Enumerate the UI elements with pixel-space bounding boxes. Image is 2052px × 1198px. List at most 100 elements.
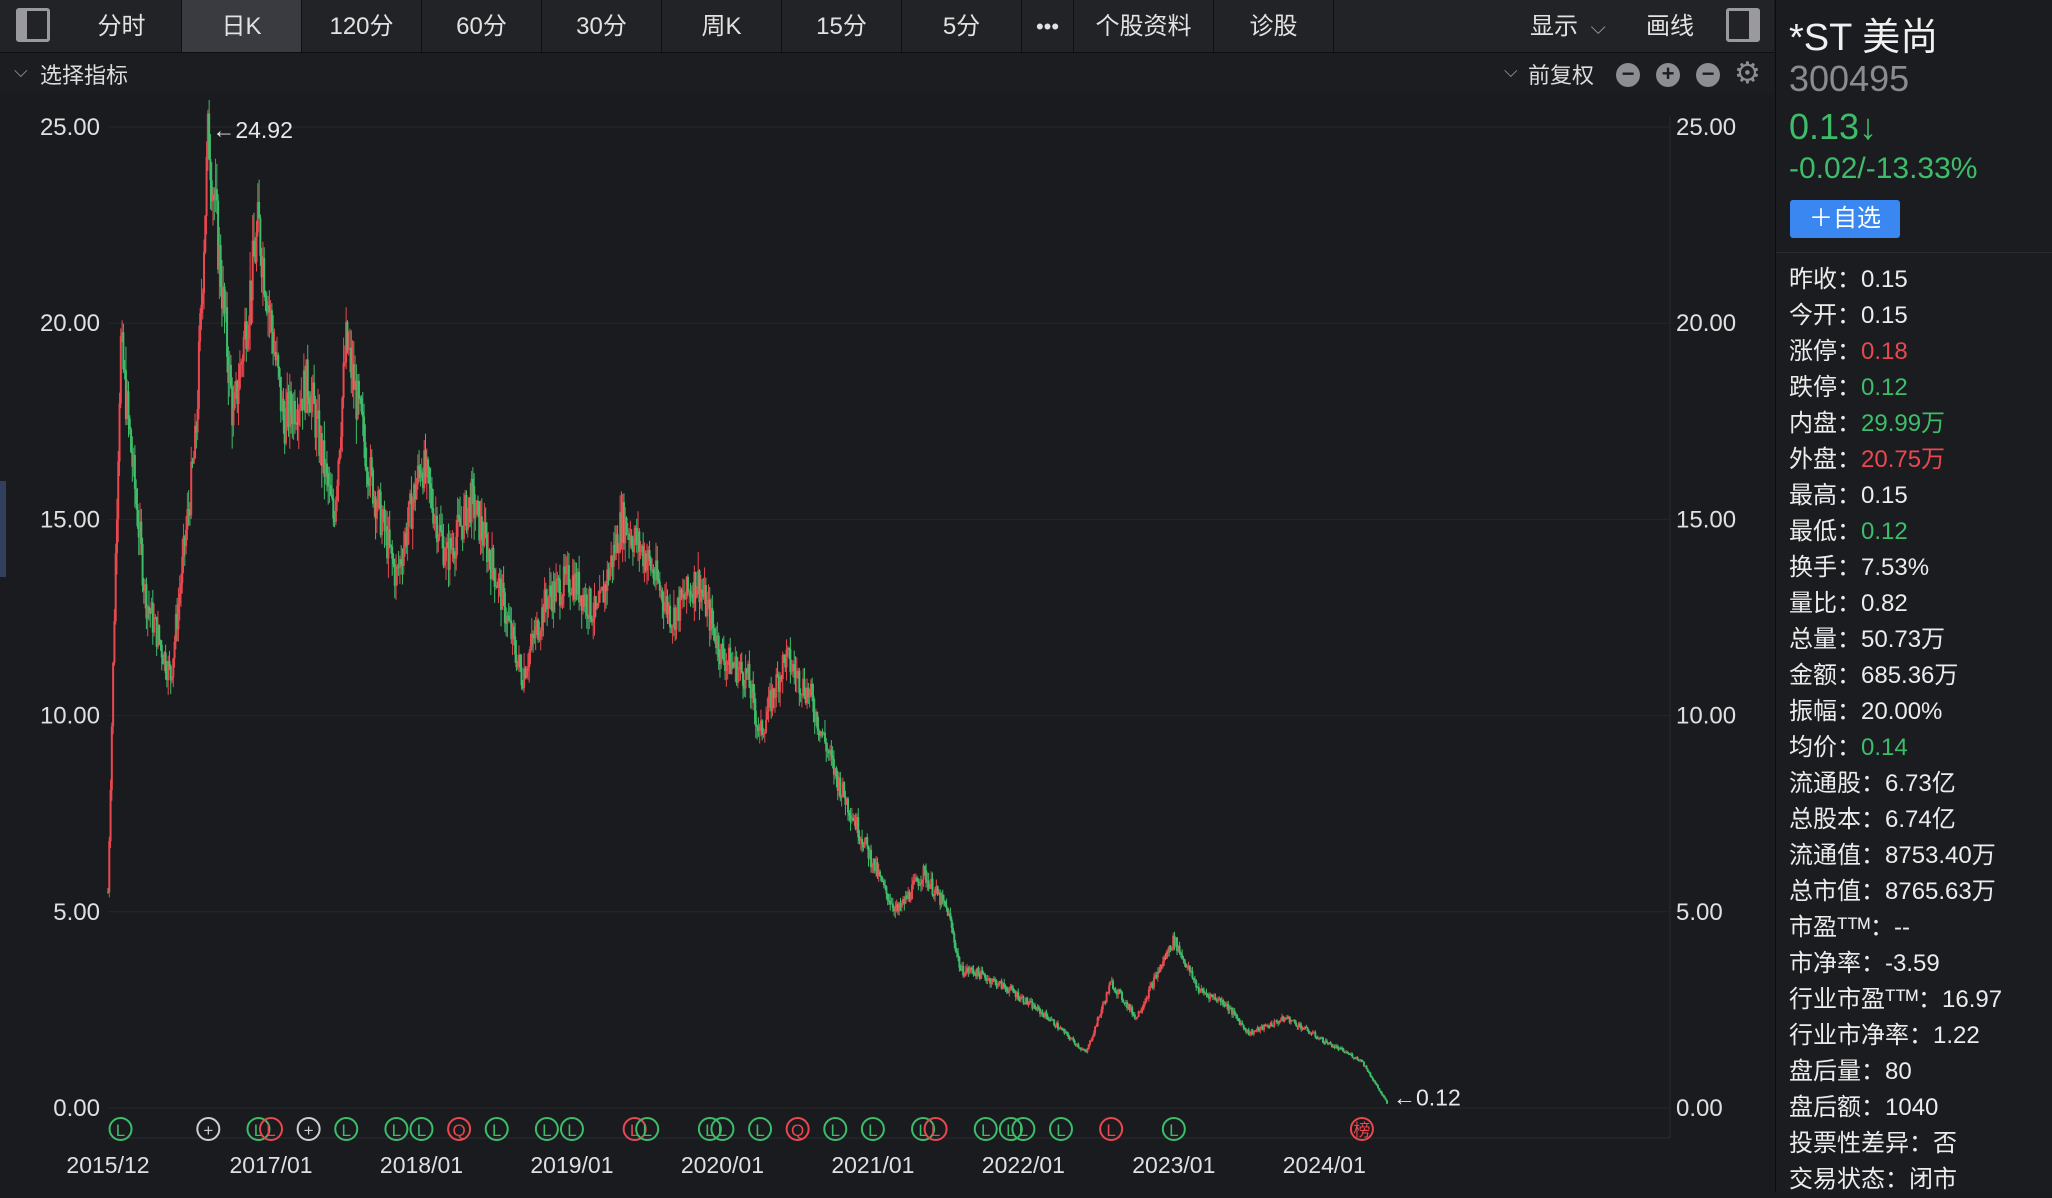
- tab-5min[interactable]: 5分: [902, 0, 1022, 52]
- candle-body[interactable]: [999, 981, 1002, 983]
- candle-body[interactable]: [876, 862, 879, 876]
- candle-body[interactable]: [341, 397, 344, 437]
- candle-body[interactable]: [1256, 1027, 1259, 1031]
- candle-body[interactable]: [667, 605, 670, 615]
- candle-body[interactable]: [406, 527, 409, 546]
- candle-body[interactable]: [1004, 986, 1007, 988]
- candle-body[interactable]: [661, 590, 664, 603]
- candle-body[interactable]: [1304, 1026, 1307, 1030]
- candle-body[interactable]: [1374, 1081, 1377, 1084]
- candle-body[interactable]: [945, 905, 948, 908]
- candle-body[interactable]: [368, 484, 371, 486]
- candle-body[interactable]: [629, 535, 632, 540]
- candle-body[interactable]: [424, 450, 427, 478]
- candle-body[interactable]: [1191, 970, 1194, 978]
- candle-body[interactable]: [757, 727, 760, 732]
- candle-body[interactable]: [288, 391, 291, 428]
- candle-body[interactable]: [364, 441, 367, 467]
- event-marker-icon[interactable]: [622, 1117, 647, 1141]
- candle-body[interactable]: [465, 495, 468, 531]
- candle-body[interactable]: [1218, 998, 1221, 1000]
- candle-body[interactable]: [1351, 1054, 1354, 1058]
- candle-body[interactable]: [818, 730, 821, 736]
- candle-body[interactable]: [843, 782, 846, 797]
- candle-body[interactable]: [425, 459, 428, 478]
- candle-body[interactable]: [1332, 1046, 1335, 1048]
- candle-body[interactable]: [720, 643, 723, 665]
- candle-body[interactable]: [1260, 1025, 1263, 1028]
- candle-body[interactable]: [976, 967, 979, 977]
- candle-body[interactable]: [739, 661, 742, 667]
- candle-body[interactable]: [316, 410, 319, 414]
- candle-body[interactable]: [1044, 1012, 1047, 1018]
- candle-body[interactable]: [841, 782, 844, 795]
- candle-body[interactable]: [374, 496, 377, 519]
- candle-body[interactable]: [1104, 1002, 1107, 1004]
- candle-body[interactable]: [378, 490, 381, 492]
- candle-body[interactable]: [1384, 1098, 1387, 1101]
- candle-body[interactable]: [717, 635, 720, 657]
- candle-body[interactable]: [890, 903, 893, 905]
- candle-body[interactable]: [899, 903, 902, 908]
- candle-body[interactable]: [858, 837, 861, 841]
- candle-body[interactable]: [451, 547, 454, 550]
- candle-body[interactable]: [497, 578, 500, 588]
- candle-body[interactable]: [1213, 996, 1216, 998]
- candle-body[interactable]: [605, 584, 608, 592]
- candle-body[interactable]: [1269, 1023, 1272, 1027]
- candle-body[interactable]: [474, 514, 477, 519]
- candle-body[interactable]: [370, 457, 373, 470]
- candle-body[interactable]: [308, 397, 311, 404]
- candle-body[interactable]: [593, 596, 596, 620]
- candle-body[interactable]: [345, 321, 348, 363]
- candle-body[interactable]: [258, 202, 261, 219]
- candle-body[interactable]: [689, 591, 692, 598]
- candle-body[interactable]: [516, 660, 519, 668]
- candle-body[interactable]: [788, 648, 791, 650]
- candle-body[interactable]: [274, 352, 277, 361]
- candle-body[interactable]: [549, 585, 552, 596]
- candle-body[interactable]: [347, 348, 350, 351]
- candle-body[interactable]: [726, 661, 729, 665]
- candle-body[interactable]: [1243, 1027, 1246, 1030]
- candle-body[interactable]: [1053, 1019, 1056, 1026]
- candle-body[interactable]: [427, 459, 430, 468]
- candle-body[interactable]: [1083, 1050, 1086, 1052]
- candle-body[interactable]: [766, 711, 769, 720]
- candle-body[interactable]: [322, 440, 325, 467]
- candle-body[interactable]: [803, 678, 806, 696]
- candle-body[interactable]: [302, 370, 305, 411]
- candle-body[interactable]: [461, 525, 464, 539]
- candle-body[interactable]: [543, 589, 546, 623]
- candle-body[interactable]: [255, 232, 258, 263]
- candle-body[interactable]: [356, 380, 359, 419]
- candle-body[interactable]: [579, 595, 582, 603]
- candle-body[interactable]: [1062, 1029, 1065, 1031]
- candle-body[interactable]: [809, 683, 812, 691]
- candle-body[interactable]: [804, 695, 807, 704]
- candle-body[interactable]: [716, 635, 719, 649]
- candle-body[interactable]: [1136, 1016, 1139, 1018]
- event-marker-icon[interactable]: [559, 1117, 584, 1141]
- candle-body[interactable]: [525, 671, 528, 678]
- candle-body[interactable]: [1345, 1051, 1348, 1053]
- candle-body[interactable]: [1307, 1030, 1310, 1034]
- candle-body[interactable]: [488, 549, 491, 562]
- candle-body[interactable]: [871, 866, 874, 868]
- candle-body[interactable]: [895, 904, 898, 908]
- candle-body[interactable]: [535, 619, 538, 627]
- candle-body[interactable]: [610, 555, 613, 568]
- candle-body[interactable]: [596, 606, 599, 609]
- candle-body[interactable]: [232, 408, 235, 426]
- candle-body[interactable]: [1003, 982, 1006, 987]
- candle-body[interactable]: [544, 589, 547, 602]
- candle-body[interactable]: [1329, 1042, 1332, 1044]
- tab-weekly-k[interactable]: 周K: [662, 0, 782, 52]
- candle-body[interactable]: [637, 531, 640, 545]
- candle-body[interactable]: [561, 596, 564, 605]
- candle-body[interactable]: [844, 796, 847, 805]
- select-indicator-button[interactable]: 选择指标: [40, 63, 129, 88]
- event-marker-icon[interactable]: [785, 1117, 810, 1141]
- candle-body[interactable]: [863, 841, 866, 848]
- candle-body[interactable]: [578, 571, 581, 603]
